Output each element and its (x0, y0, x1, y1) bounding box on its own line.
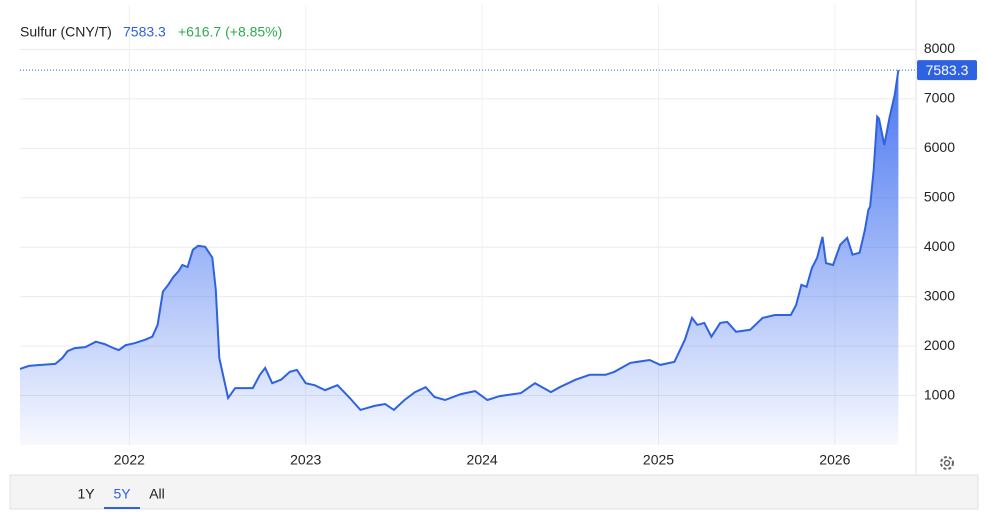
range-button[interactable]: 5Y (113, 486, 131, 502)
y-tick-label: 7000 (924, 90, 955, 106)
last-value: 7583.3 (123, 24, 166, 40)
y-tick-label: 6000 (924, 139, 955, 155)
x-tick-label: 2026 (819, 452, 850, 468)
range-button[interactable]: 1Y (77, 486, 95, 502)
change: +616.7 (+8.85%) (178, 24, 282, 40)
x-tick-label: 2023 (290, 452, 321, 468)
y-tick-label: 5000 (924, 189, 955, 205)
y-tick-label: 4000 (924, 238, 955, 254)
y-tick-label: 2000 (924, 337, 955, 353)
y-tick-label: 8000 (924, 40, 955, 56)
range-button[interactable]: All (149, 486, 165, 502)
last-value-box (917, 60, 977, 81)
y-tick-label: 1000 (924, 386, 955, 402)
last-value-label: 7583.3 (926, 62, 969, 78)
x-tick-label: 2024 (467, 452, 498, 468)
range-buttons: 1Y 5Y All (77, 486, 165, 509)
x-tick-label: 2022 (114, 452, 145, 468)
x-tick-label: 2025 (643, 452, 674, 468)
settings-icon[interactable] (940, 456, 954, 470)
plot (19, 69, 916, 445)
line (19, 69, 900, 412)
y-tick-label: 3000 (924, 287, 955, 303)
range-bar (9, 474, 979, 510)
chart-title: Sulfur (CNY/T) (20, 24, 112, 40)
area (20, 70, 899, 445)
